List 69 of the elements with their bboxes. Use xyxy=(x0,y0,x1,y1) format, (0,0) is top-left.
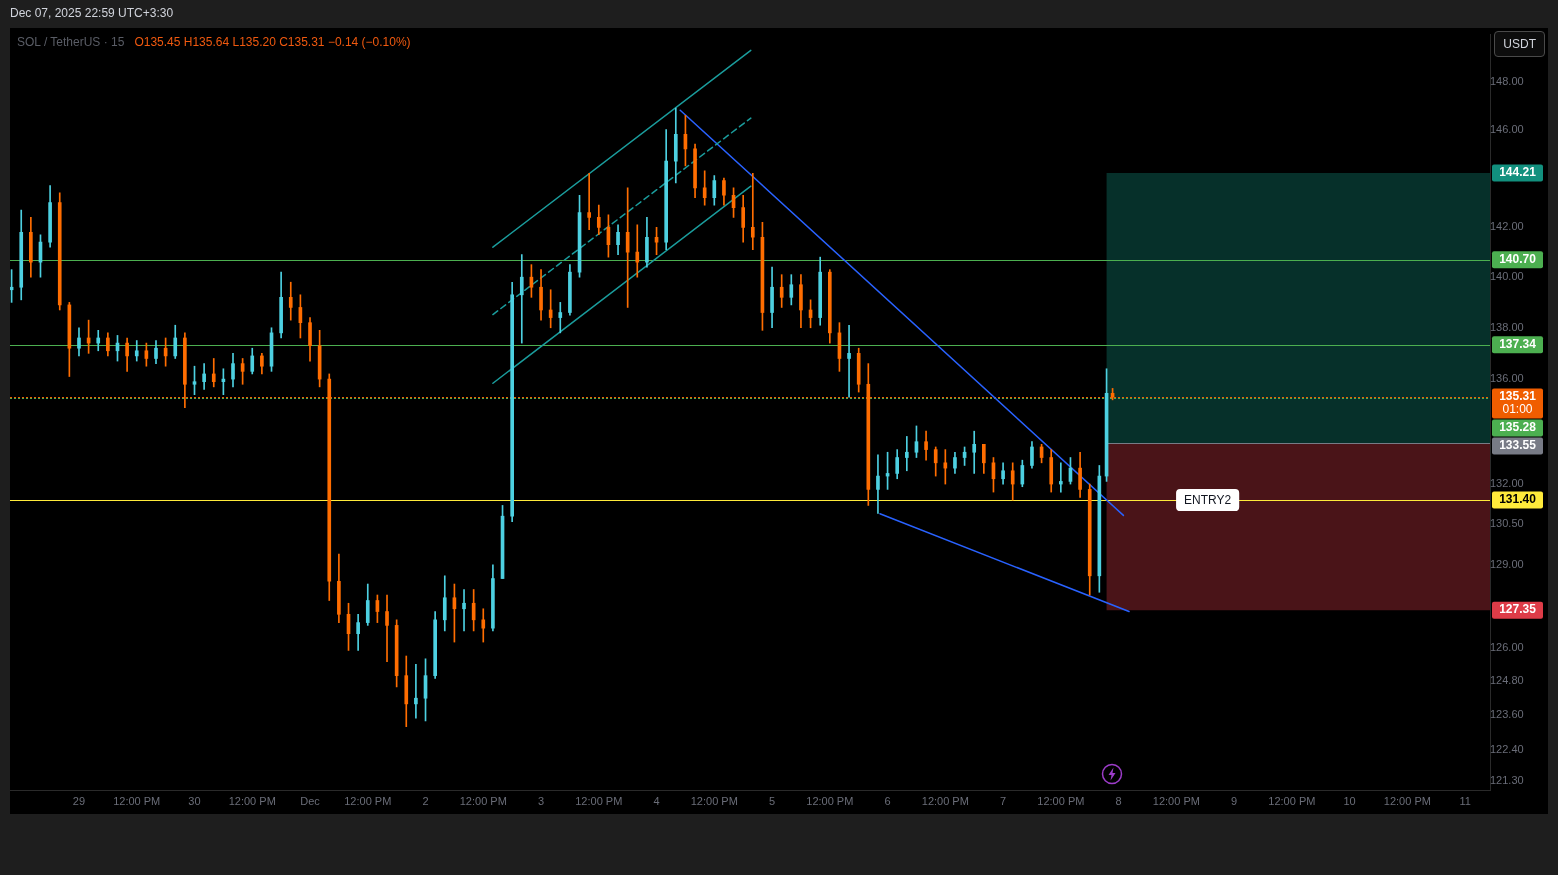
y-axis-title: USDT xyxy=(1494,31,1545,57)
ref-line-label: 135.28 xyxy=(1499,420,1537,435)
x-tick-label: 9 xyxy=(1231,794,1238,807)
y-tick-label: 123.60 xyxy=(1489,708,1524,721)
ref-line-label: 133.55 xyxy=(1499,438,1537,453)
band-label: 144.21 xyxy=(1499,165,1537,180)
candlestick xyxy=(558,302,563,334)
y-tick-label: 146.00 xyxy=(1489,122,1524,135)
candlestick xyxy=(904,436,909,472)
y-tick-label: 148.00 xyxy=(1489,74,1524,87)
y-tick-label: 130.50 xyxy=(1489,517,1524,530)
candlestick xyxy=(876,454,880,514)
y-tick-label: 126.00 xyxy=(1489,640,1524,653)
y-tick-label: 122.40 xyxy=(1489,742,1524,755)
x-tick-label: 8 xyxy=(1115,794,1122,807)
candlestick xyxy=(847,324,851,398)
y-tick-label: 129.00 xyxy=(1489,557,1524,570)
candlestick xyxy=(96,329,101,352)
x-tick-label: 12:00 PM xyxy=(344,794,392,807)
x-tick-label: 12:00 PM xyxy=(1152,794,1200,807)
x-tick-label: 7 xyxy=(1000,794,1007,807)
x-tick-label: 10 xyxy=(1343,794,1356,807)
x-tick-label: 5 xyxy=(769,794,776,807)
candlestick xyxy=(587,172,591,231)
ref-line-label: 131.40 xyxy=(1499,492,1537,507)
candlestick xyxy=(943,449,948,485)
candlestick xyxy=(1059,462,1063,493)
y-tick-label: 138.00 xyxy=(1489,320,1524,333)
x-tick-label: 29 xyxy=(72,794,86,807)
x-tick-label: 12:00 PM xyxy=(228,794,276,807)
x-tick-label: Dec xyxy=(300,794,321,807)
x-tick-label: 3 xyxy=(537,794,545,807)
x-tick-label: 30 xyxy=(188,794,201,807)
band-label: 127.35 xyxy=(1499,602,1537,617)
candlestick xyxy=(414,664,418,719)
candlestick xyxy=(462,589,466,632)
candlestick xyxy=(635,224,640,278)
candlestick xyxy=(481,608,486,643)
y-tick-label: 136.00 xyxy=(1489,372,1524,385)
candlestick xyxy=(972,430,977,474)
x-tick-label: 11 xyxy=(1459,794,1471,807)
x-tick-label: 12:00 PM xyxy=(1268,794,1316,807)
chart-title: SOL / TetherUS · 15 xyxy=(17,35,125,49)
ref-line-label: 140.70 xyxy=(1499,251,1537,266)
x-tick-label: 2 xyxy=(422,794,429,807)
text: 01:00 xyxy=(1502,402,1533,417)
candlestick xyxy=(750,172,755,250)
candlestick xyxy=(385,594,389,662)
x-tick-label: 12:00 PM xyxy=(806,794,854,807)
chart-subtitle: O135.45 H135.64 L135.20 C135.31 −0.14 (−0.10%) xyxy=(134,35,411,49)
y-tick-label: 124.80 xyxy=(1489,674,1524,687)
x-tick-label: 12:00 PM xyxy=(575,794,623,807)
y-tick-label: 140.00 xyxy=(1489,270,1524,283)
x-tick-label: 4 xyxy=(653,794,660,807)
ref-line-label: 137.34 xyxy=(1499,336,1537,351)
x-tick-label: 12:00 PM xyxy=(113,794,161,807)
x-tick-label: 12:00 PM xyxy=(1037,794,1085,807)
text: Dec 07, 2025 22:59 UTC+3:30 xyxy=(10,6,174,20)
candlestick xyxy=(519,254,524,344)
y-tick-label: 142.00 xyxy=(1489,220,1524,233)
y-tick-label: 132.00 xyxy=(1489,477,1524,490)
y-tick-label: 121.30 xyxy=(1489,774,1524,787)
x-tick-label: 12:00 PM xyxy=(459,794,507,807)
x-tick-label: 6 xyxy=(884,794,891,807)
x-tick-label: 12:00 PM xyxy=(690,794,738,807)
x-tick-label: 12:00 PM xyxy=(1383,794,1431,807)
ref-line-label: 135.31 xyxy=(1499,389,1537,404)
annotation: ENTRY2 xyxy=(1184,493,1232,508)
x-tick-label: 12:00 PM xyxy=(921,794,969,807)
